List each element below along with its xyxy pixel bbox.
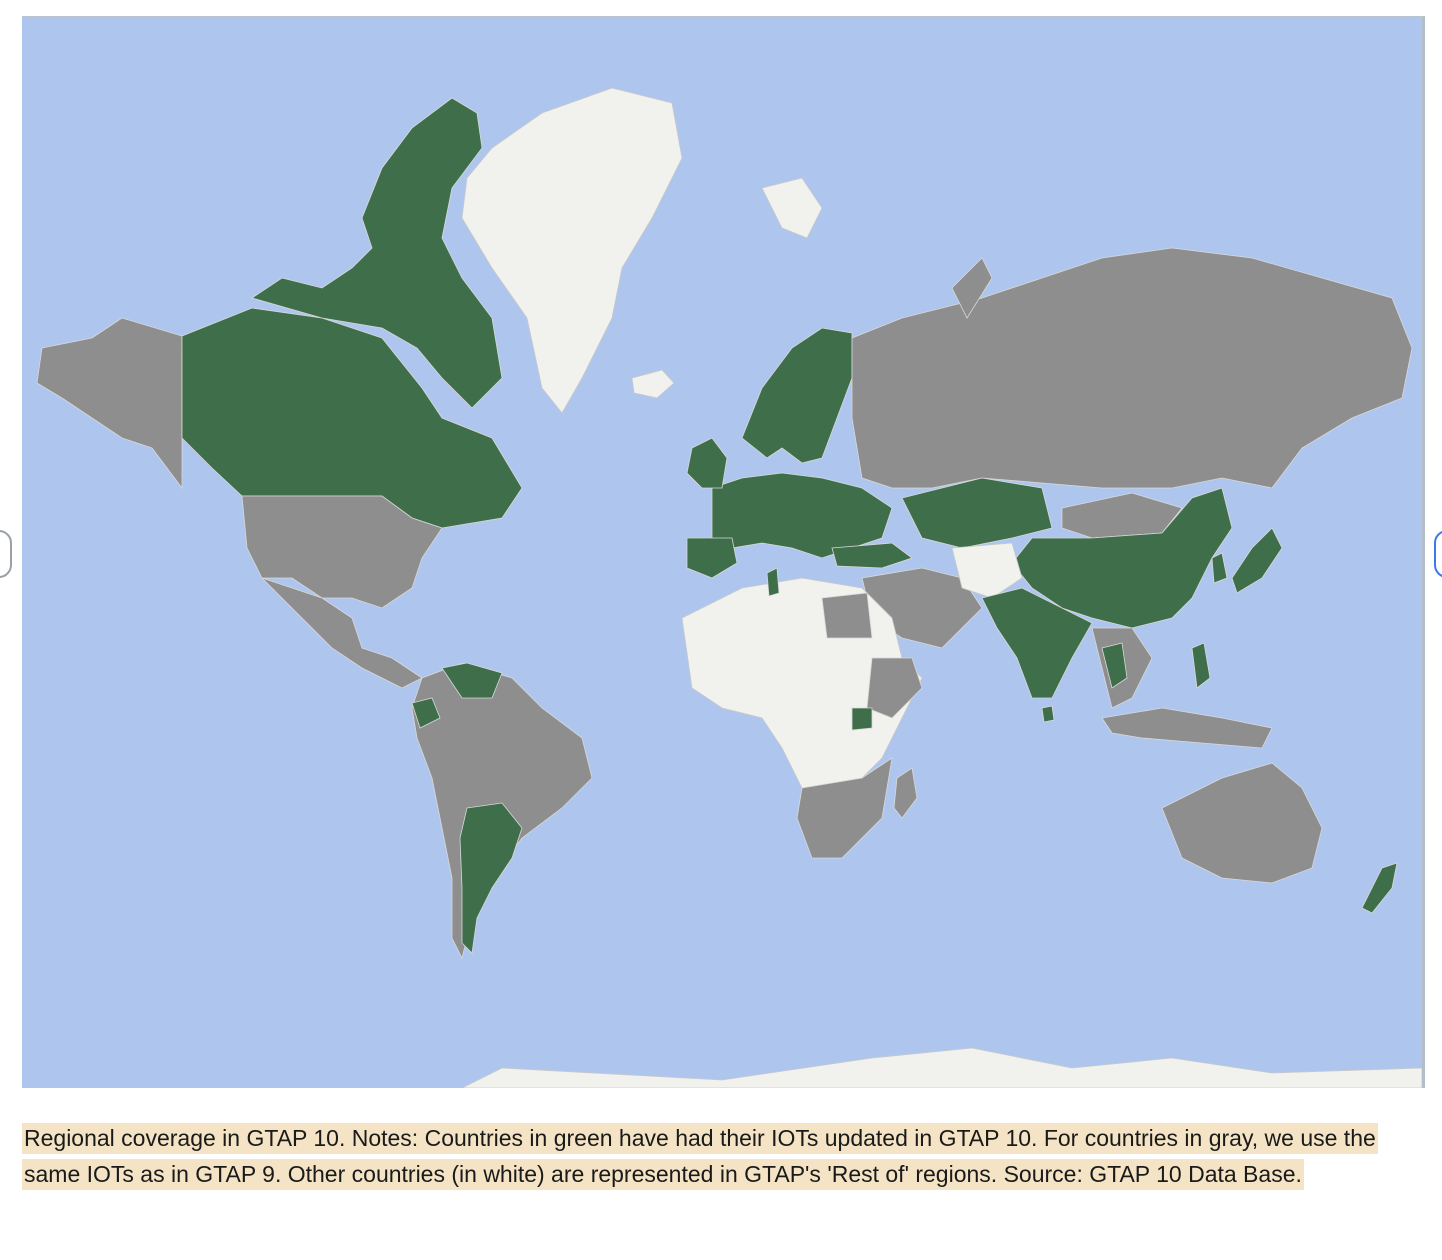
thailand	[1101, 642, 1128, 689]
carousel-prev-button[interactable]	[0, 530, 12, 578]
antarctica	[461, 1047, 1422, 1088]
india-pakistan	[981, 587, 1093, 699]
venezuela	[441, 662, 503, 699]
russia	[851, 247, 1413, 489]
ecuador	[411, 697, 441, 729]
new-zealand	[1361, 862, 1398, 914]
alaska	[36, 317, 183, 490]
greenland	[461, 87, 683, 414]
uk-ireland	[686, 437, 728, 489]
caption-text: Regional coverage in GTAP 10. Notes: Cou…	[22, 1123, 1378, 1190]
western-central-europe	[711, 472, 893, 559]
novaya-zemlya	[951, 257, 993, 319]
central-asia-rest	[951, 542, 1023, 599]
egypt	[821, 592, 873, 639]
canada-arctic-islands	[251, 97, 503, 409]
kazakhstan	[901, 477, 1053, 549]
madagascar	[893, 767, 918, 819]
scandinavia	[741, 327, 853, 464]
korea	[1211, 552, 1228, 584]
svalbard	[761, 177, 823, 239]
uganda	[851, 707, 873, 731]
tunisia	[766, 567, 780, 597]
southern-africa	[796, 757, 893, 859]
world-map	[22, 16, 1425, 1088]
turkey	[831, 542, 913, 569]
world-map-svg	[22, 18, 1422, 1088]
sri-lanka	[1041, 705, 1055, 723]
australia	[1161, 762, 1323, 884]
argentina	[459, 802, 523, 954]
china	[1011, 487, 1233, 629]
carousel-next-button[interactable]	[1434, 530, 1442, 578]
canada	[181, 307, 523, 529]
iberia	[686, 537, 738, 579]
indonesia	[1101, 707, 1273, 749]
philippines	[1191, 642, 1211, 689]
figure-caption: Regional coverage in GTAP 10. Notes: Cou…	[22, 1120, 1382, 1192]
japan	[1231, 527, 1283, 594]
east-africa	[866, 657, 923, 719]
iceland	[631, 369, 675, 399]
